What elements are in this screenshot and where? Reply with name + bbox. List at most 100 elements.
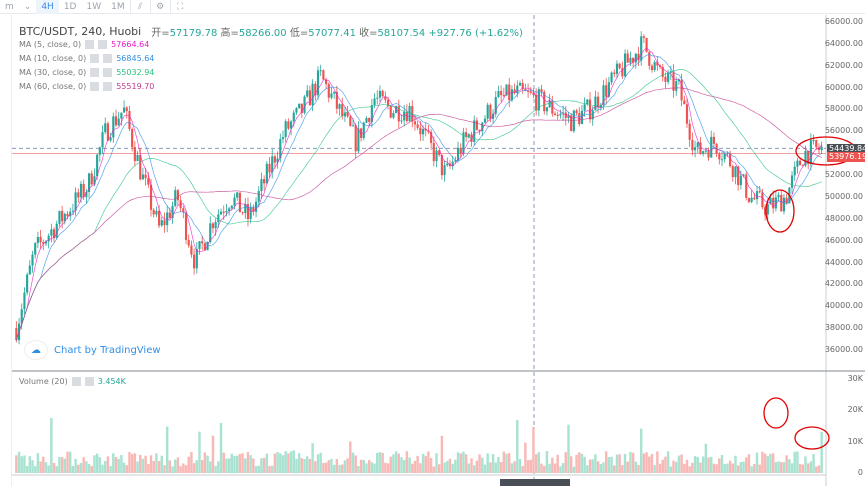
volume-bar — [117, 458, 120, 473]
candle-body — [214, 221, 217, 229]
candle-body — [718, 153, 721, 160]
volume-bar — [427, 451, 430, 473]
candle-body — [384, 96, 387, 100]
volume-bar — [508, 453, 511, 473]
volume-bar — [23, 455, 26, 473]
candle-body — [537, 89, 540, 111]
interval-1w[interactable]: 1W — [86, 1, 102, 12]
candle-body — [613, 72, 616, 74]
volume-bar — [809, 461, 813, 473]
candle-body — [454, 160, 457, 162]
volume-bar — [235, 455, 239, 473]
interval-4h[interactable]: 4H — [36, 0, 59, 14]
candle-body — [588, 99, 592, 120]
volume-bar — [623, 453, 627, 473]
volume-bar — [658, 463, 662, 473]
volume-bar — [98, 457, 102, 473]
candle-body — [168, 212, 171, 218]
candle-body — [820, 146, 823, 151]
volume-bar — [69, 451, 72, 473]
candle-body — [85, 191, 88, 198]
volume-bar — [513, 461, 516, 473]
candle-body — [516, 85, 519, 94]
interval-m[interactable]: m — [5, 1, 14, 12]
volume-bar — [152, 460, 155, 473]
volume-bar — [817, 465, 821, 473]
ma-label[interactable]: MA (5, close, 0) — [19, 40, 82, 49]
candle-body — [230, 205, 233, 209]
volume-bar — [758, 464, 761, 473]
volume-bar — [271, 465, 274, 473]
volume-bar — [128, 452, 131, 473]
close-icon[interactable] — [98, 40, 108, 49]
candle-body — [322, 70, 325, 80]
volume-bar — [532, 426, 535, 473]
ma-label[interactable]: MA (60, close, 0) — [19, 82, 87, 91]
volume-bar — [373, 463, 376, 473]
drawing-toolbar[interactable] — [0, 15, 12, 486]
symbol-title[interactable]: BTC/USDT, 240, Huobi — [19, 25, 142, 38]
candle-body — [136, 154, 139, 162]
ma-label[interactable]: MA (30, close, 0) — [19, 68, 87, 77]
settings-icon[interactable] — [85, 40, 95, 49]
volume-value: 3.454K — [97, 377, 126, 386]
chart-type-icon[interactable]: ⫽ — [129, 0, 150, 14]
volume-bar — [60, 457, 64, 473]
candle-body — [397, 106, 400, 122]
settings-icon[interactable] — [71, 377, 81, 386]
volume-bar — [777, 461, 780, 473]
volume-bar — [357, 465, 360, 473]
volume-bar — [780, 462, 783, 473]
candle-body — [489, 104, 492, 119]
volume-bar — [645, 452, 648, 473]
candle-body — [742, 174, 745, 176]
candle-body — [556, 114, 559, 116]
tradingview-watermark[interactable]: ☁ Chart by TradingView — [24, 340, 161, 360]
chevron-down-icon[interactable]: ⌄ — [23, 1, 32, 12]
candle-body — [456, 147, 460, 161]
volume-bar — [642, 453, 646, 473]
candle-body — [545, 107, 549, 112]
volume-bar — [122, 462, 126, 473]
volume-bar — [704, 443, 708, 473]
volume-bar — [359, 459, 363, 473]
volume-label[interactable]: Volume (20) — [19, 377, 68, 386]
settings-icon[interactable] — [90, 54, 100, 63]
ma-label[interactable]: MA (10, close, 0) — [19, 54, 87, 63]
volume-bar — [389, 456, 392, 473]
candle-body — [311, 83, 314, 106]
close-icon[interactable] — [84, 377, 94, 386]
candle-body — [47, 235, 50, 242]
volume-bar — [486, 453, 489, 473]
close-icon[interactable] — [103, 68, 113, 77]
candle-body — [817, 147, 821, 151]
candle-body — [373, 98, 376, 106]
volume-bar — [33, 466, 37, 473]
volume-bar — [238, 453, 242, 473]
interval-1m[interactable]: 1M — [111, 1, 125, 12]
price-axis-label: 42000.00 — [824, 279, 863, 289]
volume-bar — [354, 455, 357, 473]
volume-bar — [273, 453, 277, 473]
candle-body — [368, 118, 371, 122]
close-icon[interactable] — [103, 82, 113, 91]
settings-icon[interactable]: ⚙ — [149, 0, 170, 14]
settings-icon[interactable] — [90, 68, 100, 77]
volume-bar — [683, 463, 686, 473]
interval-1d[interactable]: 1D — [63, 1, 77, 12]
volume-bar — [405, 451, 409, 473]
candle-body — [90, 173, 93, 185]
volume-bar — [20, 456, 23, 473]
candle-body — [403, 111, 406, 121]
price-axis-label: 36000.00 — [824, 345, 863, 354]
screenshot-icon[interactable]: ⛶ — [169, 0, 190, 14]
candle-body — [236, 192, 239, 198]
candle-body — [381, 90, 384, 97]
candle-body — [287, 121, 290, 129]
candle-body — [125, 107, 128, 112]
close-icon[interactable] — [103, 54, 113, 63]
volume-bar — [634, 461, 638, 473]
settings-icon[interactable] — [90, 82, 100, 91]
candle-body — [271, 156, 274, 173]
